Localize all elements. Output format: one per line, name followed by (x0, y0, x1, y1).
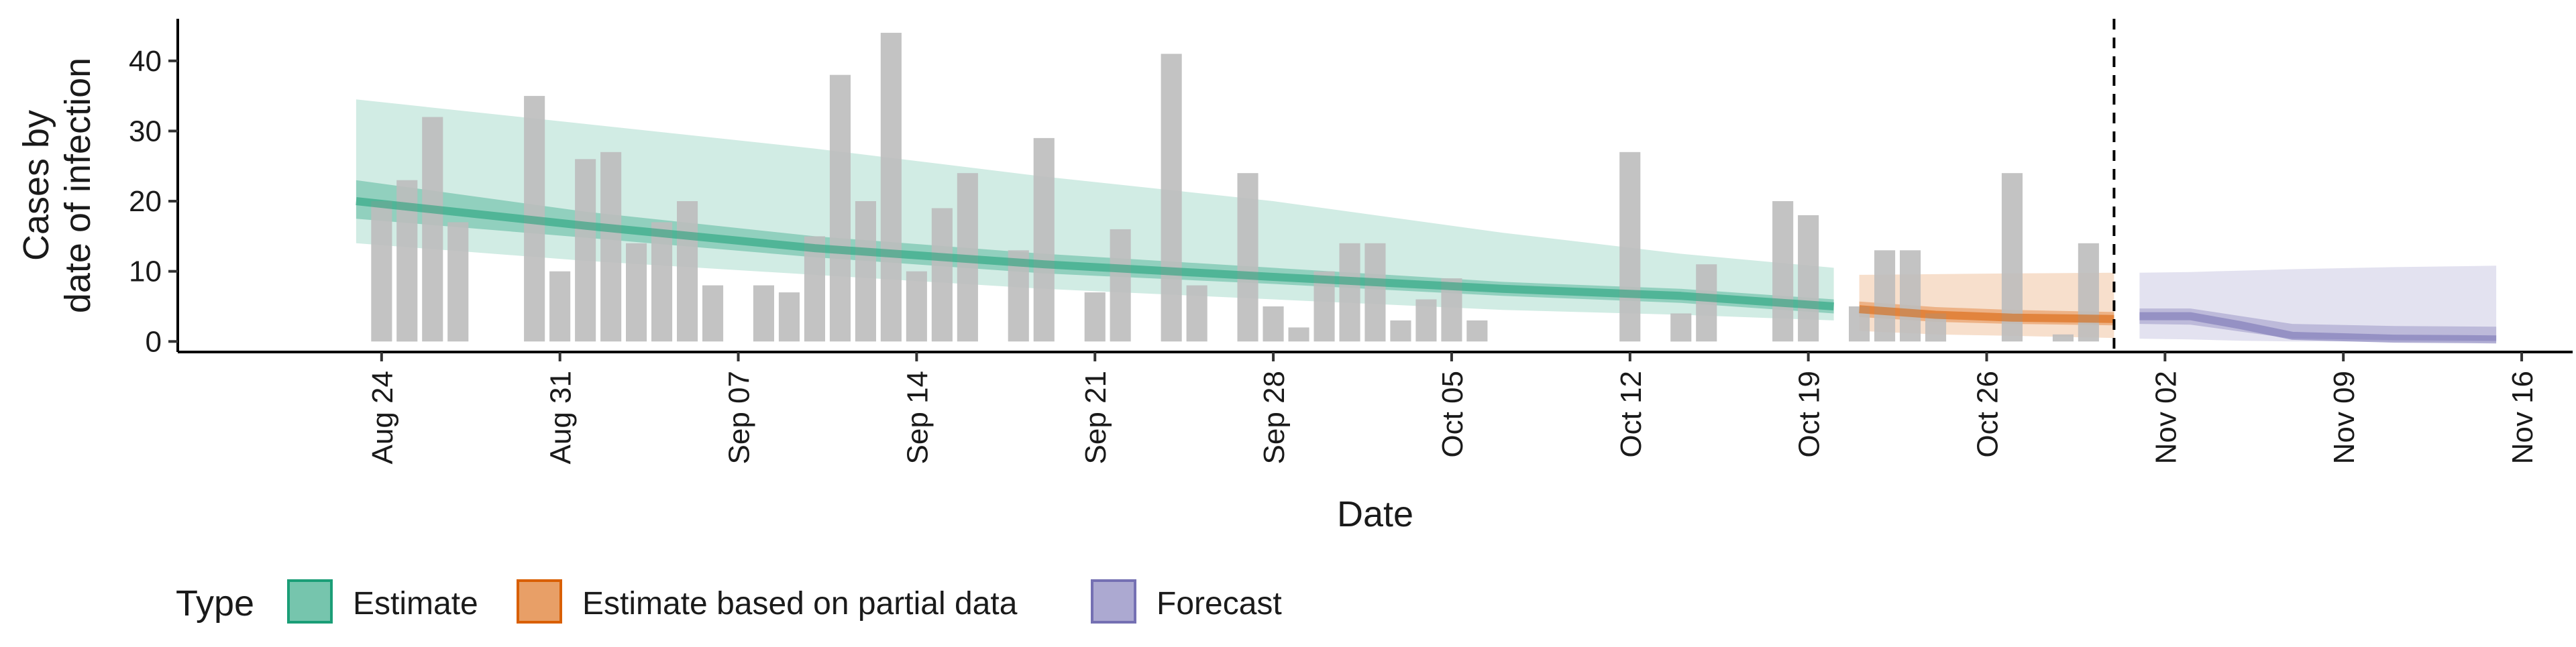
ribbon-90-0 (356, 99, 1834, 320)
y-tick-label-0: 0 (146, 325, 162, 358)
x-tick-label-8: Oct 19 (1793, 371, 1826, 458)
bar-29 (1110, 229, 1131, 342)
x-axis-title: Date (1337, 494, 1413, 534)
legend: Type Estimate Estimate based on partial da… (176, 579, 1282, 624)
bar-34 (1237, 173, 1258, 342)
bar-38 (1339, 243, 1360, 342)
legend-label-1: Estimate based on partial data (582, 586, 1018, 622)
x-tick-label-0: Aug 24 (366, 371, 399, 464)
bar-8 (575, 159, 596, 342)
bar-67 (2078, 243, 2099, 342)
x-tick-label-6: Oct 05 (1436, 371, 1469, 458)
y-tick-label-20: 20 (129, 185, 162, 218)
legend-key-0 (287, 579, 333, 624)
legend-label-0: Estimate (353, 586, 478, 622)
bar-17 (804, 236, 825, 342)
bar-40 (1390, 320, 1411, 342)
x-tick-label-10: Nov 02 (2149, 371, 2182, 464)
median-line-1 (1859, 305, 2114, 323)
x-tick-label-1: Aug 31 (545, 371, 578, 464)
axes-layer: 0 10 20 30 40 Aug 24 Aug 31 Sep 07 Sep 14 Sep 21 S… (16, 19, 2573, 534)
ribbon-50-0 (356, 180, 1834, 314)
x-tick-label-7: Oct 12 (1615, 371, 1648, 458)
bar-20 (880, 32, 902, 342)
bar-12 (677, 201, 698, 342)
legend-key-1 (517, 579, 562, 624)
bar-55 (1772, 201, 1794, 342)
legend-key-2 (1091, 579, 1136, 624)
bar-2 (422, 117, 443, 342)
bar-15 (753, 285, 774, 342)
median-line-0 (356, 197, 1835, 310)
y-axis-title-line-0: Cases by (16, 110, 56, 261)
bar-31 (1161, 54, 1182, 342)
bar-66 (2052, 334, 2074, 342)
x-tick-label-12: Nov 16 (2506, 371, 2539, 464)
bar-32 (1186, 285, 1208, 342)
x-tick-label-9: Oct 26 (1972, 371, 2004, 458)
bar-10 (626, 243, 647, 342)
legend-label-2: Forecast (1157, 586, 1282, 622)
y-tick-label-40: 40 (129, 45, 162, 78)
y-tick-label-30: 30 (129, 115, 162, 148)
bar-26 (1033, 137, 1055, 342)
ribbons-layer (356, 99, 2497, 342)
median-lines-layer (356, 197, 2497, 344)
bar-11 (651, 222, 673, 342)
bar-16 (778, 292, 800, 342)
bar-59 (1874, 250, 1896, 342)
bar-21 (906, 271, 927, 342)
bar-39 (1364, 243, 1386, 342)
bar-51 (1670, 313, 1692, 342)
legend-title: Type (176, 583, 254, 624)
x-tick-label-5: Sep 28 (1258, 371, 1291, 464)
bar-19 (855, 201, 876, 342)
median-line-2 (2139, 312, 2497, 344)
bar-35 (1263, 306, 1284, 342)
x-tick-label-4: Sep 21 (1079, 371, 1112, 464)
bar-18 (829, 74, 851, 342)
bar-36 (1288, 327, 1309, 342)
bar-0 (371, 201, 392, 342)
y-tick-label-10: 10 (129, 255, 162, 288)
bar-52 (1696, 264, 1717, 342)
bar-22 (931, 208, 953, 342)
x-tick-label-2: Sep 07 (723, 371, 756, 464)
y-axis-title-line-1: date of infection (58, 58, 98, 313)
y-axis-title: Cases bydate of infection (16, 58, 98, 313)
ribbon-50-2 (2139, 308, 2497, 341)
bar-49 (1619, 152, 1641, 342)
bar-41 (1415, 299, 1437, 342)
x-tick-label-11: Nov 09 (2328, 371, 2361, 464)
bar-60 (1900, 250, 1921, 342)
bar-3 (447, 222, 469, 342)
bar-43 (1466, 320, 1488, 342)
bar-28 (1084, 292, 1106, 342)
bar-9 (600, 152, 622, 342)
bar-13 (702, 285, 724, 342)
bar-56 (1798, 215, 1819, 342)
bar-7 (549, 271, 571, 342)
x-tick-label-3: Sep 14 (901, 371, 934, 464)
